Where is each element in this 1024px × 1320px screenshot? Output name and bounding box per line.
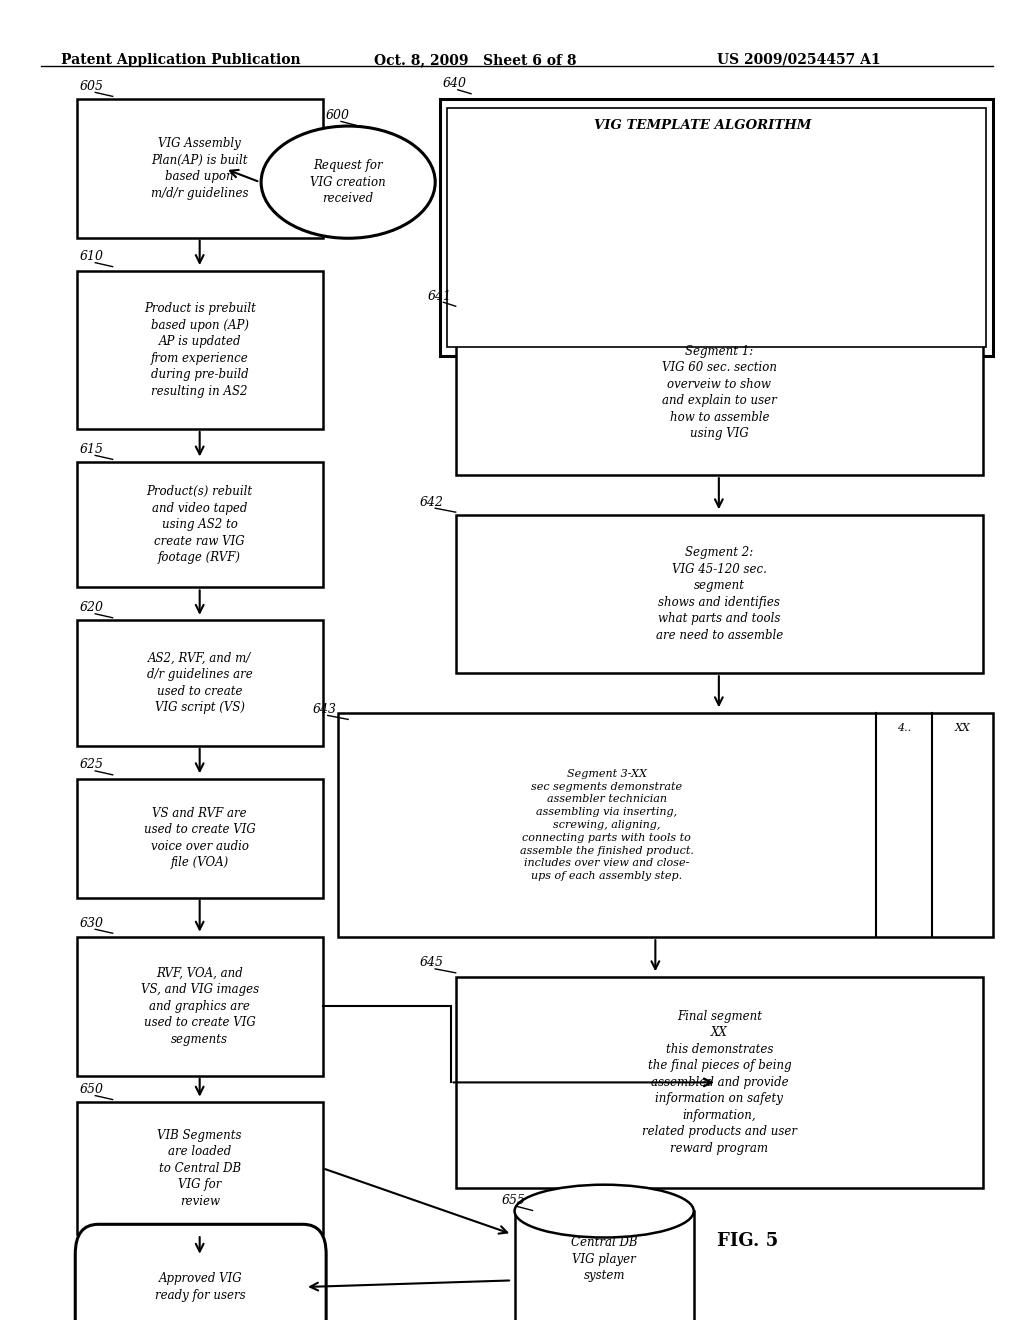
Text: 625: 625	[80, 758, 103, 771]
Text: Patent Application Publication: Patent Application Publication	[61, 53, 301, 67]
Text: VS and RVF are
used to create VIG
voice over audio
file (VOA): VS and RVF are used to create VIG voice …	[143, 807, 256, 870]
Text: Central DB
VIG player
system: Central DB VIG player system	[571, 1237, 637, 1282]
Text: 610: 610	[80, 249, 103, 263]
Text: 641: 641	[428, 289, 452, 302]
Text: Product(s) rebuilt
and video taped
using AS2 to
create raw VIG
footage (RVF): Product(s) rebuilt and video taped using…	[146, 486, 253, 564]
FancyBboxPatch shape	[77, 271, 323, 429]
Text: 640: 640	[442, 77, 466, 90]
Text: Segment 2:
VIG 45-120 sec.
segment
shows and identifies
what parts and tools
are: Segment 2: VIG 45-120 sec. segment shows…	[655, 546, 783, 642]
Text: 642: 642	[420, 495, 443, 508]
Text: 4..: 4..	[897, 723, 910, 734]
Text: Segment 1:
VIG 60 sec. section
overveiw to show
and explain to user
how to assem: Segment 1: VIG 60 sec. section overveiw …	[662, 345, 777, 441]
Text: 600: 600	[326, 108, 349, 121]
FancyBboxPatch shape	[77, 937, 323, 1076]
Text: 645: 645	[420, 956, 443, 969]
Text: XX: XX	[954, 723, 971, 734]
Text: AS2, RVF, and m/
d/r guidelines are
used to create
VIG script (VS): AS2, RVF, and m/ d/r guidelines are used…	[146, 652, 253, 714]
FancyBboxPatch shape	[76, 1225, 326, 1320]
Text: VIB Segments
are loaded
to Central DB
VIG for
review: VIB Segments are loaded to Central DB VI…	[158, 1129, 242, 1208]
Text: 615: 615	[80, 442, 103, 455]
FancyBboxPatch shape	[456, 310, 983, 475]
Text: Segment 3-XX
sec segments demonstrate
assembler technician
assembling via insert: Segment 3-XX sec segments demonstrate as…	[520, 768, 693, 882]
Text: 605: 605	[80, 79, 103, 92]
Text: VIG Assembly
Plan(AP) is built
based upon
m/d/r guidelines: VIG Assembly Plan(AP) is built based upo…	[151, 137, 249, 199]
Text: Approved VIG
ready for users: Approved VIG ready for users	[156, 1272, 246, 1302]
Ellipse shape	[261, 127, 435, 238]
Text: 630: 630	[80, 916, 103, 929]
FancyBboxPatch shape	[77, 779, 323, 898]
Text: Request for
VIG creation
received: Request for VIG creation received	[310, 160, 386, 205]
FancyBboxPatch shape	[456, 515, 983, 673]
FancyBboxPatch shape	[514, 1212, 694, 1320]
Text: US 2009/0254457 A1: US 2009/0254457 A1	[717, 53, 881, 67]
Ellipse shape	[514, 1185, 694, 1238]
Text: 655: 655	[502, 1193, 525, 1206]
FancyBboxPatch shape	[447, 108, 986, 347]
Text: 620: 620	[80, 601, 103, 614]
FancyBboxPatch shape	[77, 1102, 323, 1234]
Text: RVF, VOA, and
VS, and VIG images
and graphics are
used to create VIG
segments: RVF, VOA, and VS, and VIG images and gra…	[140, 968, 259, 1045]
FancyBboxPatch shape	[338, 713, 993, 937]
Text: 650: 650	[80, 1082, 103, 1096]
FancyBboxPatch shape	[440, 99, 993, 356]
FancyBboxPatch shape	[77, 462, 323, 587]
FancyBboxPatch shape	[77, 620, 323, 746]
FancyBboxPatch shape	[456, 977, 983, 1188]
FancyBboxPatch shape	[77, 99, 323, 238]
Text: 643: 643	[312, 702, 336, 715]
Text: FIG. 5: FIG. 5	[717, 1232, 778, 1250]
Text: Product is prebuilt
based upon (AP)
AP is updated
from experience
during pre-bui: Product is prebuilt based upon (AP) AP i…	[143, 302, 256, 397]
Text: Oct. 8, 2009   Sheet 6 of 8: Oct. 8, 2009 Sheet 6 of 8	[374, 53, 577, 67]
Text: VIG TEMPLATE ALGORITHM: VIG TEMPLATE ALGORITHM	[594, 119, 811, 132]
Text: Final segment
XX
this demonstrates
the final pieces of being
assembled and provi: Final segment XX this demonstrates the f…	[642, 1010, 797, 1155]
